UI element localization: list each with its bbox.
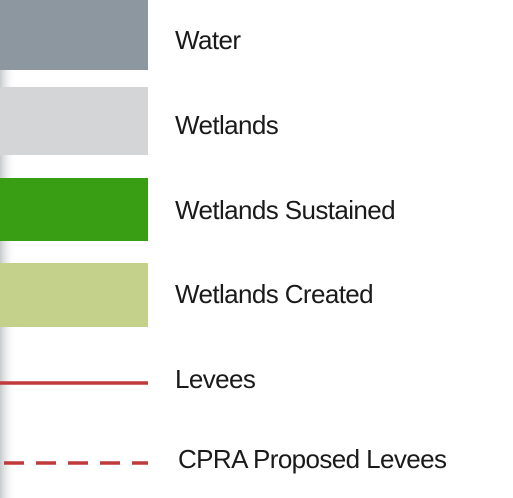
legend-label: Wetlands Sustained [175, 195, 395, 225]
legend-label: Wetlands Created [175, 279, 373, 309]
legend-label: Wetlands [175, 110, 279, 140]
swatch [0, 263, 148, 327]
legend-items: Water Wetlands Wetlands Sustained Wetlands … [0, 0, 448, 474]
swatch [0, 0, 148, 70]
legend-label: Water [175, 25, 241, 55]
swatch [0, 178, 148, 241]
map-edge [0, 0, 16, 498]
swatch [0, 87, 148, 155]
legend-label: CPRA Proposed Levees [178, 444, 447, 474]
legend-label: Levees [175, 364, 256, 394]
